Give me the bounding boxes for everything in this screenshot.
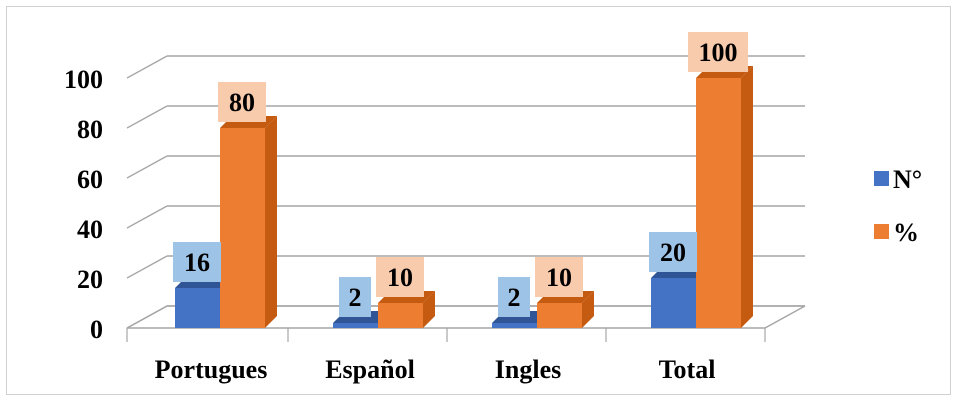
bar [175,288,220,328]
legend-item-series-1: % [874,218,919,247]
data-label-total-series-0: 20 [649,232,697,272]
data-label-portugues-series-0: 16 [173,242,221,282]
data-label-portugues-series-1: 80 [218,82,266,122]
data-label-box [649,232,697,272]
data-labels: 16 80 2 10 2 10 20 100 [173,32,748,317]
bar-español-series-1 [378,291,435,328]
data-label: 10 [387,263,413,292]
data-label: 2 [349,283,362,312]
data-label: 10 [546,263,572,292]
bar [492,323,537,328]
data-label-box [535,257,583,297]
data-label-box [173,242,221,282]
bar [378,303,423,328]
gridline-side [126,55,168,79]
y-axis-ticks: 0 20 40 60 80 100 [64,65,103,344]
x-tick-label: Portugues [155,355,268,384]
bars [175,66,753,328]
legend-item-series-0: N° [874,165,922,194]
data-label-box [688,32,748,72]
data-label-box [339,277,371,317]
bar [651,278,696,328]
bar-side [741,66,753,328]
x-tick-label: Total [659,355,716,384]
y-tick-label: 60 [77,165,103,194]
data-label-español-series-1: 10 [376,257,424,297]
data-label: 20 [660,238,686,267]
data-label-español-series-0: 2 [339,277,371,317]
bar [537,303,582,328]
bar-side [582,291,594,328]
data-label-box [218,82,266,122]
x-tick-label: Español [325,355,415,384]
gridline-side [126,155,168,179]
y-tick-label: 0 [90,315,103,344]
gridline-side [126,105,168,129]
data-label: 2 [508,283,521,312]
data-label-total-series-1: 100 [688,32,748,72]
bar-total-series-1 [696,66,753,328]
x-axis-ticks: Portugues Español Ingles Total [155,355,716,384]
y-tick-label: 100 [64,65,103,94]
x-tick-label: Ingles [495,355,561,384]
y-tick-label: 80 [77,115,103,144]
bar-side [265,116,277,328]
gridline-side [126,255,168,279]
legend-label: % [893,218,919,247]
legend: N°% [874,165,922,247]
data-label: 16 [184,248,210,277]
y-tick-label: 40 [77,215,103,244]
legend-label: N° [893,165,922,194]
data-label: 80 [229,88,255,117]
data-label-ingles-series-1: 10 [535,257,583,297]
bar-portugues-series-1 [220,116,277,328]
chart-border [6,6,951,395]
data-label-box [376,257,424,297]
data-label-box [498,277,530,317]
bar-side [423,291,435,328]
bar [220,128,265,328]
data-label: 100 [699,38,738,67]
bar [696,78,741,328]
bar [333,323,378,328]
legend-swatch [874,224,889,239]
data-label-ingles-series-0: 2 [498,277,530,317]
y-tick-label: 20 [77,265,103,294]
legend-swatch [874,171,889,186]
gridline-side [126,205,168,229]
